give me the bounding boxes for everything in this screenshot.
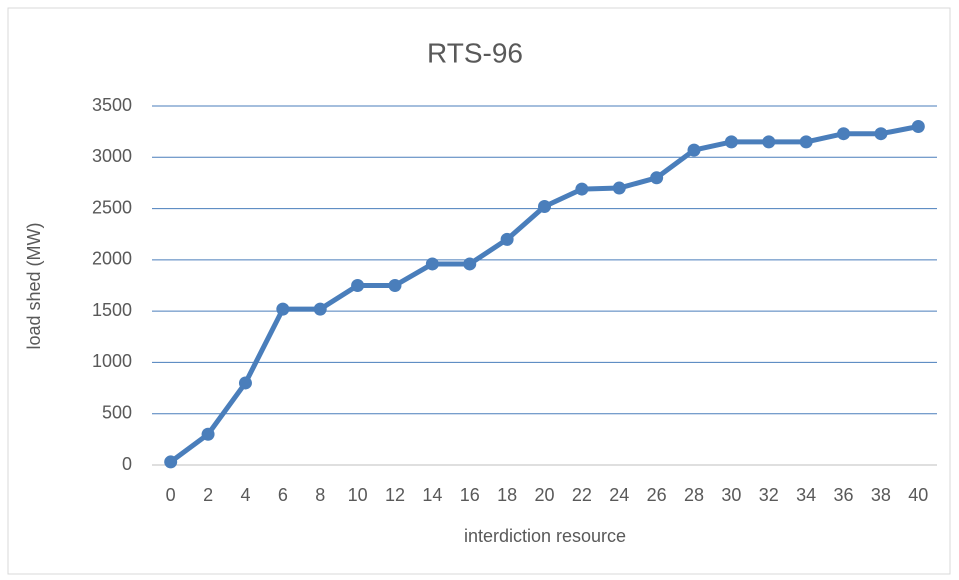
x-tick-label: 0 [166, 485, 176, 505]
x-tick-label: 4 [240, 485, 250, 505]
y-axis-title: load shed (MW) [24, 222, 44, 349]
x-tick-label: 14 [422, 485, 442, 505]
x-tick-label: 24 [609, 485, 629, 505]
chart-border [7, 7, 951, 575]
data-point [762, 135, 776, 149]
x-tick-label: 10 [348, 485, 368, 505]
y-tick-label: 0 [122, 454, 132, 474]
x-tick-label: 22 [572, 485, 592, 505]
data-point [650, 171, 664, 185]
data-point [911, 120, 925, 134]
x-axis-title: interdiction resource [464, 526, 626, 546]
x-tick-label: 34 [796, 485, 816, 505]
x-tick-label: 2 [203, 485, 213, 505]
x-tick-label: 30 [721, 485, 741, 505]
data-point [724, 135, 738, 149]
x-tick-label: 16 [460, 485, 480, 505]
x-tick-label: 20 [534, 485, 554, 505]
data-point [425, 257, 439, 271]
x-tick-label: 6 [278, 485, 288, 505]
x-tick-label: 38 [871, 485, 891, 505]
data-point [874, 127, 888, 141]
y-tick-label: 1000 [92, 351, 132, 371]
y-tick-label: 500 [102, 402, 132, 422]
y-tick-label: 3000 [92, 146, 132, 166]
data-point [313, 302, 327, 316]
y-tick-label: 1500 [92, 300, 132, 320]
x-tick-label: 18 [497, 485, 517, 505]
data-point [500, 232, 514, 246]
x-tick-label: 26 [647, 485, 667, 505]
x-tick-label: 36 [834, 485, 854, 505]
data-point [238, 376, 252, 390]
x-tick-label: 40 [908, 485, 928, 505]
chart-title: RTS-96 [427, 37, 523, 68]
data-point [837, 127, 851, 141]
x-tick-label: 8 [315, 485, 325, 505]
y-tick-label: 2000 [92, 249, 132, 269]
y-tick-label: 2500 [92, 197, 132, 217]
data-point [388, 279, 402, 292]
data-point [538, 200, 551, 214]
data-point [799, 135, 813, 149]
data-point [612, 181, 626, 195]
x-tick-label: 28 [684, 485, 704, 505]
data-point [164, 455, 178, 469]
x-tick-label: 12 [385, 485, 405, 505]
data-point [687, 143, 701, 157]
y-tick-label: 3500 [92, 95, 132, 115]
data-point [276, 302, 290, 316]
data-point [351, 279, 365, 292]
data-point [575, 182, 589, 196]
data-point [463, 257, 477, 271]
x-tick-label: 32 [759, 485, 779, 505]
data-point [201, 427, 215, 441]
